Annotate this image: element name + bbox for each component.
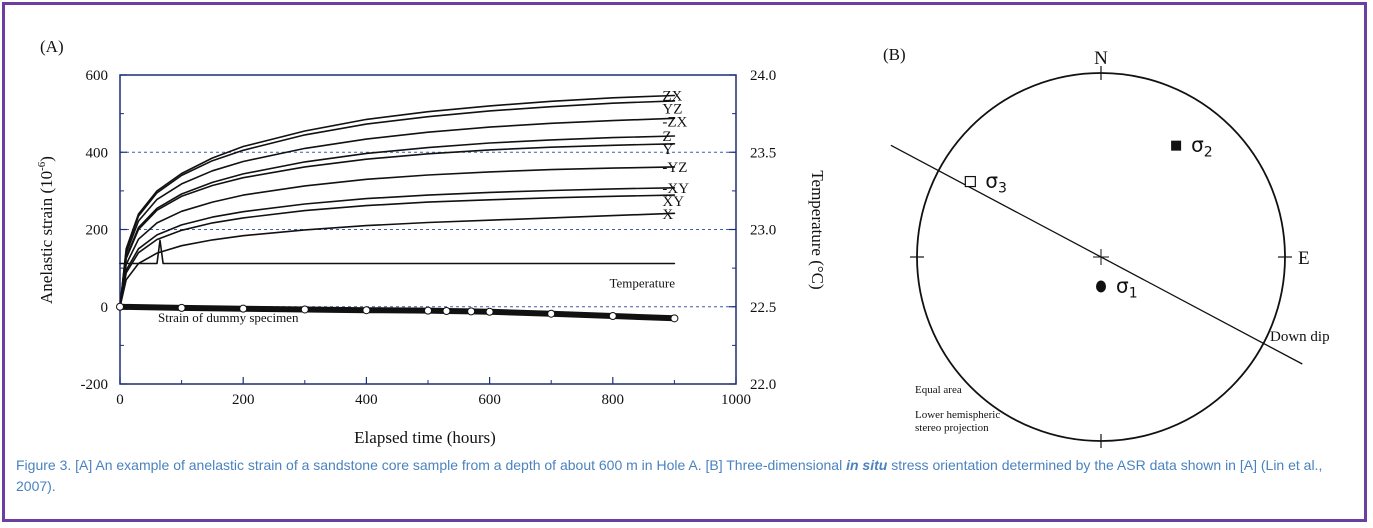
panel-b-stereonet: (B) N E Down dip σ1 σ2 σ3 Equal area Lower…: [883, 45, 1330, 448]
figure-caption: Figure 3. [A] An example of anelastic st…: [16, 455, 1356, 497]
y-tick-label: 0: [101, 300, 109, 316]
series-label-1: YZ: [662, 101, 682, 117]
panel-a-chart: (A) 0 200 400 600 800 1000 -200 0 200 400 600 22.0 2…: [36, 37, 827, 447]
figure: (A) 0 200 400 600 800 1000 -200 0 200 400 600 22.0 2…: [36, 37, 1330, 448]
dummy-marker: [670, 314, 679, 323]
y2-tick-label: 23.0: [750, 223, 776, 239]
y-tick-label: 400: [86, 145, 109, 161]
series-label-9: Temperature: [610, 275, 676, 290]
x-tick-label: 0: [116, 392, 124, 408]
series-line-3: [119, 135, 676, 308]
dummy-marker: [239, 304, 248, 313]
y-axis-label: Anelastic strain (10-6): [36, 156, 56, 304]
series-group: [116, 94, 679, 323]
y-tick-label: 200: [86, 223, 109, 239]
x-tick-label: 200: [232, 392, 255, 408]
north-label: N: [1094, 48, 1108, 69]
figure-frame: [2, 2, 1367, 522]
x-axis-label: Elapsed time (hours): [354, 428, 496, 447]
series-line-2: [119, 117, 676, 308]
series-line-6: [119, 187, 676, 308]
series-line-9: [119, 239, 676, 265]
series-label-3: Z: [662, 129, 671, 145]
stress-points: σ1 σ2 σ3: [964, 133, 1213, 301]
sigma-2-label: σ2: [1191, 133, 1213, 161]
caption-part2: stress orientation determined by the ASR…: [16, 457, 1323, 494]
x-tick-label: 600: [478, 392, 501, 408]
sigma-2-marker: [1171, 140, 1182, 151]
dummy-marker: [547, 309, 556, 318]
series-label-0: ZX: [662, 88, 682, 104]
series-label-6: -XY: [662, 181, 689, 197]
sigma-3-label: σ3: [985, 169, 1007, 197]
caption-part1: Figure 3. [A] An example of anelastic st…: [16, 457, 847, 473]
y-axis-label-exponent: -6: [36, 161, 48, 171]
series-line-10: [117, 303, 678, 322]
dummy-marker: [608, 312, 617, 321]
sigma-3-marker: [964, 175, 976, 188]
note-stereo-projection: stereo projection: [915, 422, 989, 434]
dummy-marker: [442, 306, 451, 315]
series-line-0: [119, 94, 676, 308]
y2-axis-label: Temperature (°C): [808, 170, 827, 289]
series-line-5: [119, 166, 676, 308]
axis-ticks: 0 200 400 600 800 1000 -200 0 200 400 600 22.0 22.5 2…: [81, 68, 777, 408]
series-line-4: [119, 143, 676, 308]
series-label-2: -ZX: [662, 114, 687, 130]
y-axis-label-end: ): [37, 156, 56, 162]
panel-a-label: (A): [40, 37, 64, 56]
note-lower-hemispheric: Lower hemispheric: [915, 409, 1000, 421]
note-equal-area: Equal area: [915, 384, 962, 396]
y2-tick-label: 24.0: [750, 68, 776, 84]
sigma-1-label: σ1: [1116, 273, 1138, 301]
dummy-marker: [300, 305, 309, 314]
series-line-8: [119, 212, 676, 308]
dummy-marker: [424, 306, 432, 315]
down-dip-label: Down dip: [1270, 329, 1330, 345]
y2-tick-label: 22.0: [750, 377, 776, 393]
dummy-marker: [362, 306, 371, 315]
x-tick-label: 800: [602, 392, 625, 408]
dummy-marker: [177, 303, 186, 312]
series-label-8: X: [662, 207, 673, 223]
y-tick-label: -200: [81, 377, 109, 393]
panel-b-label: (B): [883, 45, 906, 64]
series-label-7: XY: [662, 194, 684, 210]
y2-tick-label: 22.5: [750, 300, 776, 316]
dummy-marker: [116, 302, 124, 311]
series-label-5: -YZ: [662, 160, 687, 176]
dummy-marker: [467, 307, 476, 316]
y2-tick-label: 23.5: [750, 145, 776, 161]
y-tick-label: 600: [86, 68, 109, 84]
caption-emphasis: in situ: [846, 457, 888, 473]
y-axis-label-main: Anelastic strain (10: [37, 171, 56, 304]
series-line-7: [119, 194, 676, 308]
series-line-1: [119, 100, 676, 308]
down-dip-line: [890, 144, 1303, 365]
series-label-4: Y: [662, 142, 673, 158]
x-tick-label: 400: [355, 392, 378, 408]
series-label-10: Strain of dummy specimen: [158, 310, 299, 325]
east-label: E: [1298, 248, 1310, 269]
sigma-1-marker: [1096, 280, 1106, 293]
x-tick-label: 1000: [721, 392, 751, 408]
dummy-marker: [485, 307, 494, 316]
